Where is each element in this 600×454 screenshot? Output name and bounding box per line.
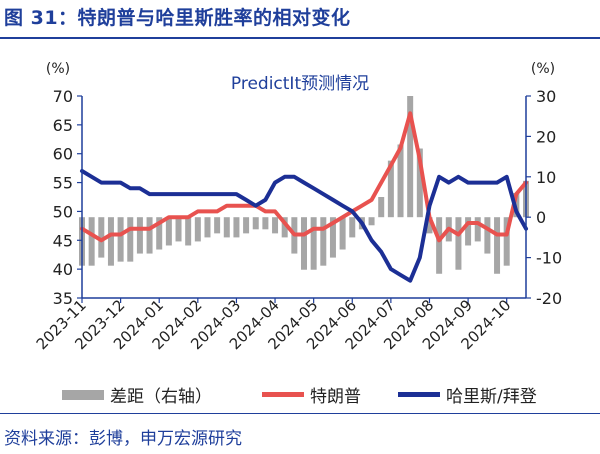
gap-bar bbox=[301, 217, 307, 270]
gap-bar bbox=[107, 217, 114, 266]
gap-bar bbox=[175, 217, 182, 242]
left-tick-label: 35 bbox=[53, 289, 73, 308]
source-note: 资料来源：彭博，申万宏源研究 bbox=[4, 429, 242, 449]
gap-bar bbox=[339, 217, 346, 250]
axes-layer bbox=[77, 95, 531, 303]
legend-swatch-harris bbox=[398, 392, 440, 397]
lines-layer bbox=[80, 111, 528, 283]
harris-line bbox=[80, 169, 528, 283]
gap-bar bbox=[484, 217, 491, 254]
left-tick-label: 45 bbox=[53, 231, 73, 250]
gap-bar bbox=[349, 217, 356, 238]
gap-bar bbox=[407, 96, 414, 218]
legend: 差距（右轴） 特朗普 哈里斯/拜登 bbox=[0, 382, 600, 407]
gap-bar bbox=[243, 217, 250, 234]
gap-bar bbox=[88, 217, 95, 266]
trump-line bbox=[80, 111, 528, 243]
gap-bar bbox=[136, 217, 143, 254]
gap-bar bbox=[329, 217, 336, 258]
left-axis-unit: (%) bbox=[46, 61, 70, 77]
gap-bar bbox=[156, 217, 163, 250]
gap-bar bbox=[503, 217, 510, 266]
title-divider bbox=[0, 37, 600, 39]
gap-bar bbox=[146, 217, 153, 254]
left-tick-label: 65 bbox=[53, 116, 73, 135]
chart-title: PredictIt预测情况 bbox=[231, 74, 369, 94]
right-tick-label: -10 bbox=[536, 249, 562, 268]
legend-swatch-gap bbox=[62, 389, 104, 400]
gap-bar bbox=[127, 217, 134, 262]
gap-bar bbox=[252, 217, 259, 230]
gap-bar bbox=[368, 217, 375, 226]
gap-bar bbox=[204, 217, 211, 238]
legend-label-gap: 差距（右轴） bbox=[110, 387, 212, 407]
right-tick-label: 0 bbox=[536, 208, 546, 227]
dual-axis-chart: 3540455055606570-20-1001020302023-112023… bbox=[33, 61, 562, 353]
left-tick-label: 40 bbox=[53, 260, 73, 279]
legend-item-gap: 差距（右轴） bbox=[62, 382, 212, 407]
source-divider bbox=[0, 413, 600, 414]
gap-bar bbox=[214, 217, 221, 234]
gap-bar bbox=[117, 217, 124, 262]
gap-bar bbox=[465, 217, 472, 246]
legend-label-trump: 特朗普 bbox=[310, 387, 361, 407]
gap-bar bbox=[320, 217, 327, 266]
gap-bar bbox=[474, 217, 481, 242]
figure-title: 图 31：特朗普与哈里斯胜率的相对变化 bbox=[4, 7, 351, 29]
gap-bar bbox=[272, 217, 279, 234]
gap-bar bbox=[436, 217, 443, 274]
gap-bar bbox=[310, 217, 317, 270]
legend-item-trump: 特朗普 bbox=[262, 382, 361, 407]
gap-bar bbox=[416, 148, 423, 218]
right-axis-unit: (%) bbox=[531, 61, 555, 77]
right-tick-label: 30 bbox=[536, 87, 556, 106]
gap-bar bbox=[262, 217, 269, 230]
right-tick-label: 20 bbox=[536, 127, 556, 146]
left-tick-label: 60 bbox=[53, 145, 73, 164]
left-tick-label: 70 bbox=[53, 87, 73, 106]
gap-bar bbox=[494, 217, 501, 274]
legend-swatch-trump bbox=[262, 392, 304, 397]
gap-bar bbox=[98, 217, 105, 258]
gap-bar bbox=[281, 217, 288, 238]
gap-bar bbox=[378, 197, 385, 218]
gap-bar bbox=[194, 217, 201, 242]
right-tick-label: 10 bbox=[536, 168, 556, 187]
gap-bar bbox=[455, 217, 462, 270]
legend-item-harris: 哈里斯/拜登 bbox=[398, 382, 537, 407]
gap-bar bbox=[185, 217, 192, 246]
gap-bar bbox=[426, 217, 433, 234]
left-tick-label: 55 bbox=[53, 174, 73, 193]
right-tick-label: -20 bbox=[536, 289, 562, 308]
gap-bar bbox=[387, 160, 394, 218]
legend-label-harris: 哈里斯/拜登 bbox=[446, 387, 537, 407]
left-tick-label: 50 bbox=[53, 202, 73, 221]
gap-bar bbox=[165, 217, 172, 246]
gap-bar bbox=[233, 217, 240, 238]
gap-bar bbox=[223, 217, 230, 238]
gap-bar bbox=[397, 144, 404, 218]
